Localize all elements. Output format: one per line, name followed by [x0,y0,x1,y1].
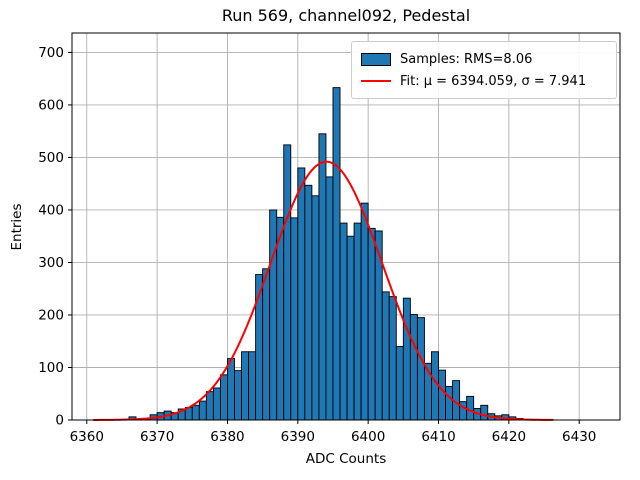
chart-title: Run 569, channel092, Pedestal [221,6,471,25]
legend-fit-label: Fit: μ = 6394.059, σ = 7.941 [400,73,587,89]
svg-text:6370: 6370 [140,429,174,445]
svg-text:500: 500 [38,150,64,166]
svg-text:6410: 6410 [421,429,455,445]
x-axis-label: ADC Counts [305,451,387,467]
svg-text:6400: 6400 [351,429,385,445]
svg-text:400: 400 [38,202,64,218]
svg-text:6360: 6360 [70,429,104,445]
svg-text:100: 100 [38,360,64,376]
legend-samples-label: Samples: RMS=8.06 [400,51,533,67]
svg-text:6420: 6420 [492,429,526,445]
fit-line-swatch-icon [361,80,391,82]
svg-text:6430: 6430 [562,429,596,445]
svg-text:700: 700 [38,45,64,61]
y-axis-label: Entries [9,203,25,251]
svg-text:0: 0 [55,413,64,429]
legend-box: Samples: RMS=8.06 Fit: μ = 6394.059, σ =… [351,41,617,99]
samples-swatch-icon [361,52,391,66]
svg-text:300: 300 [38,255,64,271]
legend-entry-fit: Fit: μ = 6394.059, σ = 7.941 [361,70,607,92]
svg-text:6380: 6380 [210,429,244,445]
svg-text:200: 200 [38,307,64,323]
svg-text:6390: 6390 [281,429,315,445]
svg-text:600: 600 [38,97,64,113]
legend-entry-samples: Samples: RMS=8.06 [361,48,607,70]
